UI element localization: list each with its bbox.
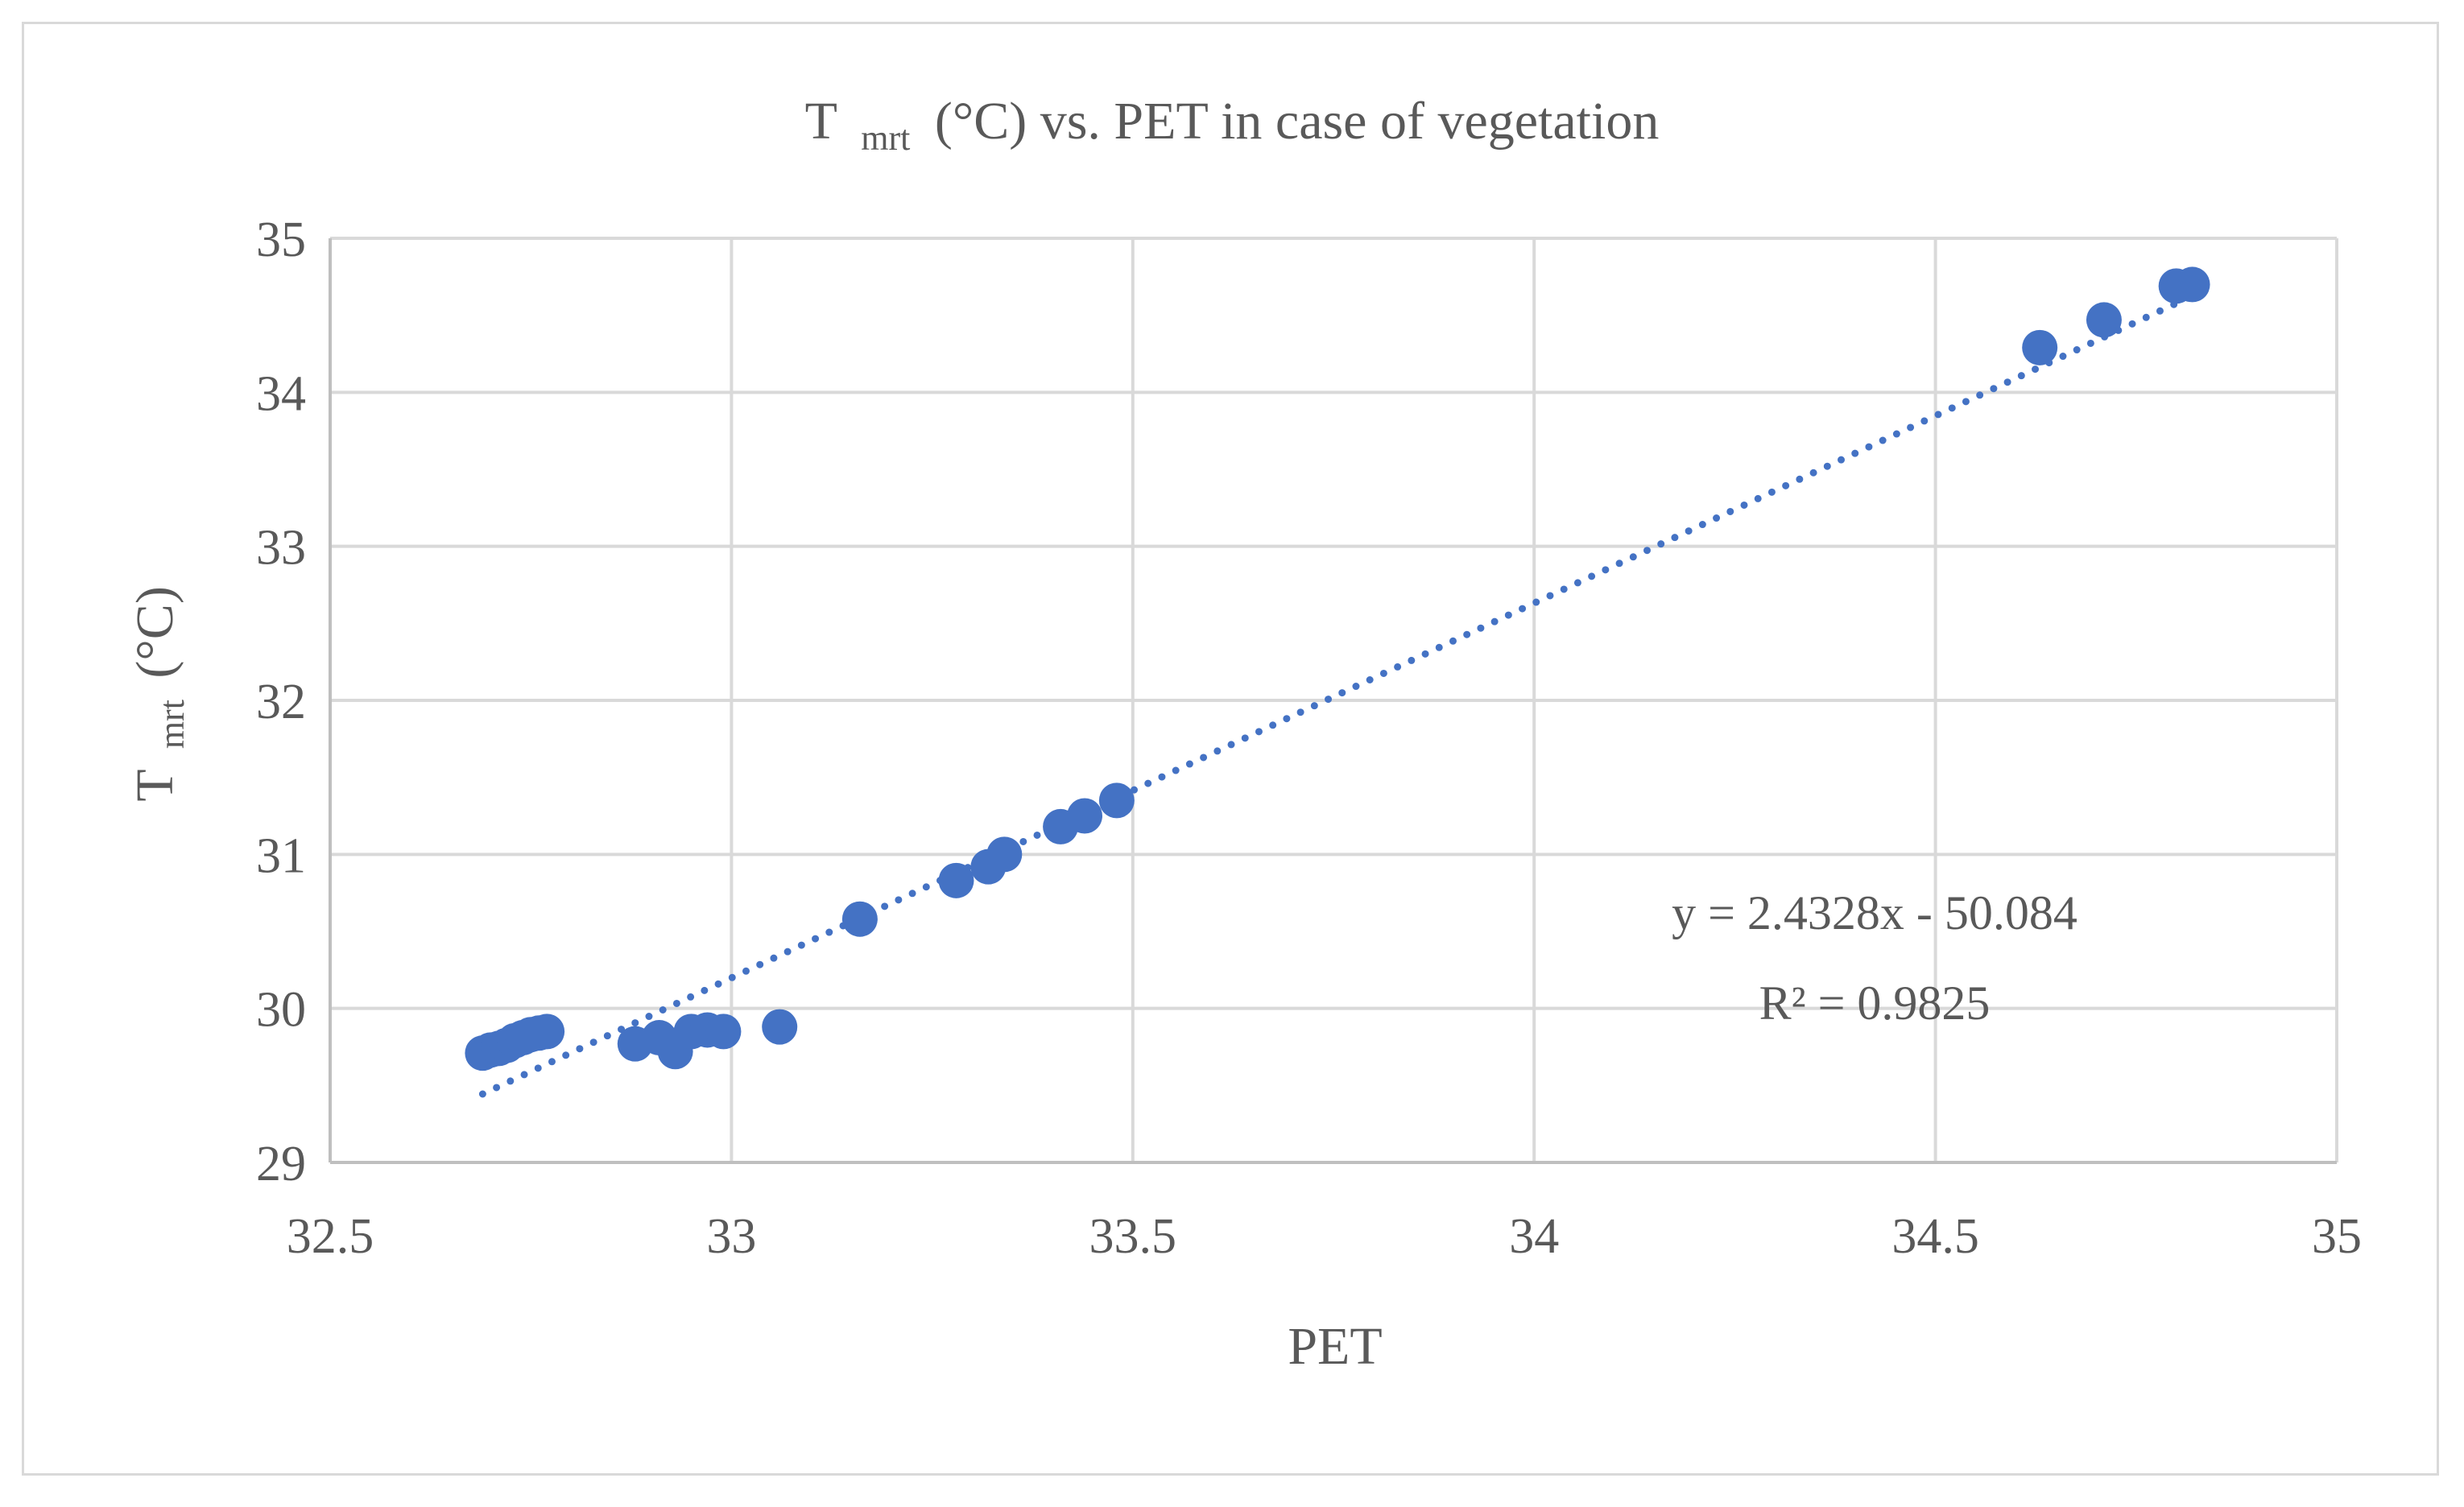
data-point bbox=[705, 1014, 742, 1050]
data-point bbox=[2086, 302, 2122, 338]
points-layer bbox=[465, 266, 2210, 1071]
data-point bbox=[1098, 782, 1135, 819]
data-point bbox=[1066, 798, 1102, 834]
linear-trendline bbox=[478, 292, 2197, 1098]
data-point bbox=[938, 862, 974, 898]
data-point bbox=[986, 836, 1023, 873]
chart-title-main: T bbox=[805, 92, 837, 151]
data-point bbox=[2174, 266, 2210, 303]
x-tick-label: 33.5 bbox=[1089, 1209, 1177, 1264]
data-point bbox=[841, 901, 878, 937]
y-tick-label: 32 bbox=[256, 675, 306, 729]
x-tick-label: 32.5 bbox=[287, 1209, 374, 1264]
tick-label-layer: 29 30 31 32 33 34 35 32.5 33 33.5 34 34.5 35 bbox=[256, 213, 2362, 1264]
x-tick-label: 34 bbox=[1509, 1209, 1559, 1264]
chart-title-subscript: mrt bbox=[861, 118, 910, 158]
y-axis-label-rest: (°C) bbox=[126, 586, 184, 678]
y-tick-label: 29 bbox=[256, 1137, 306, 1191]
axis-layer bbox=[329, 238, 2337, 1164]
data-point bbox=[2022, 329, 2058, 365]
y-tick-label: 34 bbox=[256, 366, 306, 421]
x-tick-label: 34.5 bbox=[1891, 1209, 1979, 1264]
trendline-r-squared: R² = 0.9825 bbox=[1759, 976, 1991, 1030]
y-axis-label-main: T bbox=[126, 770, 184, 802]
x-axis-label: PET bbox=[1288, 1317, 1382, 1376]
y-axis-label: T mrt (°C) bbox=[126, 586, 196, 802]
y-tick-label: 31 bbox=[256, 828, 306, 883]
chart-title-rest: (°C) vs. PET in case of vegetation bbox=[935, 92, 1659, 151]
x-tick-label: 33 bbox=[706, 1209, 756, 1264]
y-tick-label: 30 bbox=[256, 983, 306, 1038]
y-axis-label-subscript: mrt bbox=[152, 700, 192, 749]
trendline-layer bbox=[478, 292, 2197, 1098]
chart-frame bbox=[22, 22, 2439, 1476]
data-point bbox=[762, 1009, 798, 1045]
chart-title: T mrt (°C) vs. PET in case of vegetation bbox=[805, 92, 1660, 162]
grid-layer bbox=[329, 237, 2338, 1164]
trendline-equation: y = 2.4328x - 50.084 bbox=[1672, 886, 2077, 939]
x-tick-label: 35 bbox=[2312, 1209, 2362, 1264]
y-tick-label: 33 bbox=[256, 521, 306, 576]
data-point bbox=[529, 1014, 565, 1050]
y-tick-label: 35 bbox=[256, 213, 306, 267]
